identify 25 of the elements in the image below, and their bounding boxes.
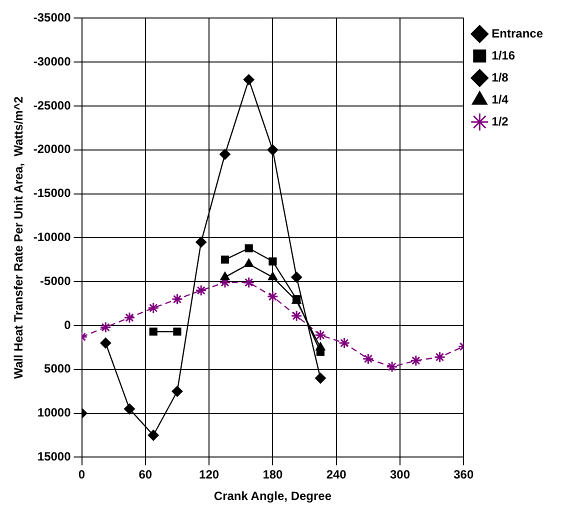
x-tick-label: 0 <box>78 468 86 482</box>
y-tick-label: 15000 <box>37 450 72 464</box>
y-tick-label: 5000 <box>44 362 72 376</box>
legend-label: 1/2 <box>492 114 509 128</box>
y-tick-label: -30000 <box>33 54 72 68</box>
y-tick-label: -35000 <box>33 10 72 25</box>
legend-label: 1/4 <box>492 92 509 106</box>
legend-label: Entrance <box>492 26 544 40</box>
x-tick-label: 180 <box>262 468 284 482</box>
x-axis-title: Crank Angle, Degree <box>214 489 332 504</box>
x-tick-label: 240 <box>326 468 347 482</box>
legend-label: 1/8 <box>492 70 509 84</box>
y-tick-label: -5000 <box>40 274 72 288</box>
x-tick-label: 60 <box>138 468 152 482</box>
x-tick-label: 360 <box>454 468 474 482</box>
y-tick-label: -20000 <box>33 142 72 156</box>
x-tick-label: 120 <box>199 468 220 482</box>
y-tick-label: -15000 <box>33 186 72 200</box>
legend-label: 1/16 <box>492 48 516 62</box>
y-tick-label: 0 <box>64 318 72 332</box>
y-tick-label: -10000 <box>33 230 72 244</box>
y-axis-title: Wall Heat Transfer Rate Per Unit Area, Watts/m^2 <box>12 96 26 379</box>
x-tick-label: 300 <box>390 468 410 482</box>
y-tick-label: 10000 <box>37 406 72 420</box>
y-tick-label: -25000 <box>33 98 72 112</box>
